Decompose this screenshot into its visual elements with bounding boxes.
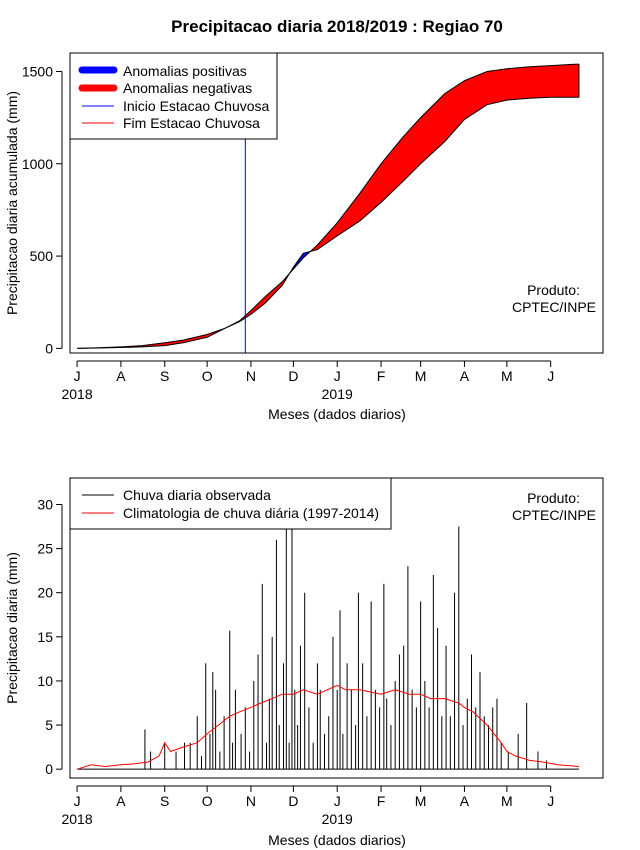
y-tick-label-bottom: 20 bbox=[37, 585, 53, 601]
x-axis-top: J A S O N D J F M A M J 2018 2019 bbox=[61, 360, 554, 402]
y-tick-label-top: 0 bbox=[45, 340, 53, 356]
product-label-top: Produto: bbox=[527, 282, 580, 298]
product-source-top: CPTEC/INPE bbox=[512, 299, 596, 315]
x-tick-label-top: A bbox=[116, 368, 126, 384]
legend-label-season-end: Fim Estacao Chuvosa bbox=[123, 115, 260, 131]
x-tick-label-bottom: N bbox=[246, 793, 256, 809]
year-label-top: 2018 bbox=[61, 386, 92, 402]
y-tick-label-top: 1000 bbox=[22, 156, 53, 172]
product-label-bottom: Produto: bbox=[527, 490, 580, 506]
y-tick-label-bottom: 15 bbox=[37, 629, 53, 645]
x-axis-bottom: J A S O N D J F M A M J 2018 2019 bbox=[61, 785, 554, 827]
x-axis-label-bottom: Meses (dados diarios) bbox=[268, 832, 406, 848]
x-tick-label-top: O bbox=[202, 368, 213, 384]
x-axis-label-top: Meses (dados diarios) bbox=[268, 406, 406, 422]
x-tick-label-bottom: D bbox=[288, 793, 298, 809]
observed-rain-spikes bbox=[77, 526, 579, 770]
x-tick-label-bottom: M bbox=[415, 793, 427, 809]
x-tick-label-bottom: J bbox=[334, 793, 341, 809]
legend-bottom: Chuva diaria observada Climatologia de c… bbox=[69, 477, 392, 530]
y-tick-label-top: 500 bbox=[30, 248, 54, 264]
legend-top: Anomalias positivas Anomalias negativas … bbox=[69, 52, 278, 140]
y-tick-label-bottom: 10 bbox=[37, 673, 53, 689]
x-tick-label-top: A bbox=[460, 368, 470, 384]
chart-title: Precipitacao diaria 2018/2019 : Regiao 7… bbox=[171, 17, 503, 36]
y-tick-label-bottom: 5 bbox=[45, 717, 53, 733]
year-label-bottom: 2018 bbox=[61, 811, 92, 827]
legend-label-positive: Anomalias positivas bbox=[123, 63, 247, 79]
negative-anomaly-area bbox=[311, 64, 579, 252]
legend-label-season-start: Inicio Estacao Chuvosa bbox=[123, 98, 270, 114]
x-tick-label-top: J bbox=[74, 368, 81, 384]
y-axis-label-bottom: Precipitacao diaria (mm) bbox=[4, 552, 20, 704]
x-tick-label-bottom: S bbox=[160, 793, 169, 809]
year-label-bottom: 2019 bbox=[322, 811, 353, 827]
negative-anomaly-area bbox=[78, 328, 226, 349]
x-tick-label-top: J bbox=[334, 368, 341, 384]
x-tick-label-bottom: F bbox=[377, 793, 386, 809]
y-axis-top: 0 500 1000 1500 bbox=[22, 63, 63, 356]
legend-label-observed: Chuva diaria observada bbox=[123, 487, 271, 503]
x-tick-label-bottom: J bbox=[74, 793, 81, 809]
y-axis-bottom: 0 5 10 15 20 25 30 bbox=[37, 496, 63, 777]
x-tick-label-top: J bbox=[547, 368, 554, 384]
anomaly-area bbox=[77, 63, 580, 349]
x-tick-label-top: N bbox=[246, 368, 256, 384]
x-tick-label-top: F bbox=[377, 368, 386, 384]
x-tick-label-top: M bbox=[415, 368, 427, 384]
year-label-top: 2019 bbox=[322, 386, 353, 402]
legend-label-negative: Anomalias negativas bbox=[123, 80, 252, 96]
y-axis-label-top: Precipitacao diaria acumulada (mm) bbox=[4, 91, 20, 315]
x-tick-label-bottom: J bbox=[547, 793, 554, 809]
y-tick-label-bottom: 30 bbox=[37, 496, 53, 512]
legend-label-climatology: Climatologia de chuva diária (1997-2014) bbox=[123, 505, 379, 521]
product-source-bottom: CPTEC/INPE bbox=[512, 507, 596, 523]
negative-anomaly-area bbox=[226, 271, 291, 328]
climatology-line bbox=[76, 684, 580, 770]
observed-cumulative-line bbox=[77, 96, 579, 349]
y-tick-label-bottom: 25 bbox=[37, 541, 53, 557]
y-tick-label-bottom: 0 bbox=[45, 761, 53, 777]
x-tick-label-bottom: A bbox=[116, 793, 126, 809]
x-tick-label-top: S bbox=[160, 368, 169, 384]
x-tick-label-top: M bbox=[501, 368, 513, 384]
x-tick-label-top: D bbox=[288, 368, 298, 384]
x-tick-label-bottom: M bbox=[501, 793, 513, 809]
x-tick-label-bottom: A bbox=[460, 793, 470, 809]
x-tick-label-bottom: O bbox=[202, 793, 213, 809]
plot-frame-top bbox=[69, 52, 604, 354]
y-tick-label-top: 1500 bbox=[22, 63, 53, 79]
legend-box-bottom bbox=[69, 477, 392, 530]
